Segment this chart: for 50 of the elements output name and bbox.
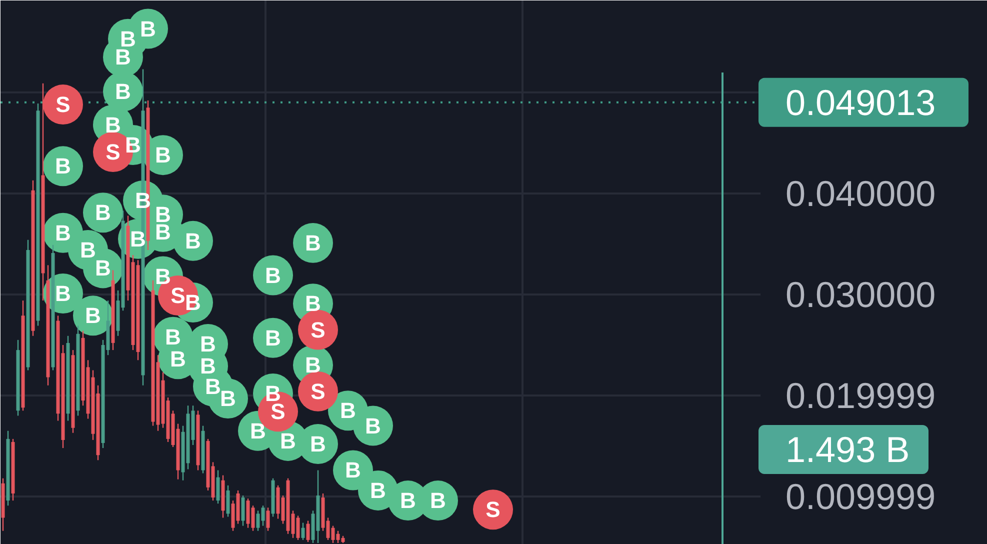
text: B [95, 200, 111, 226]
y-tick-label: 0.030000 [786, 274, 936, 315]
text: B [85, 303, 101, 328]
candlestick [306, 520, 310, 543]
text: B [265, 325, 281, 350]
series-label: B [155, 264, 171, 289]
text: B [140, 16, 156, 42]
text: B [170, 346, 186, 372]
series-label: S [310, 378, 326, 404]
candlestick [241, 494, 245, 526]
text: B [115, 78, 131, 104]
text: B [265, 262, 281, 288]
text: B [250, 418, 266, 444]
text: B [185, 228, 201, 254]
candlestick [226, 484, 230, 518]
text: B [365, 413, 381, 438]
text: S [486, 497, 500, 522]
text: B [430, 488, 446, 514]
text: B [220, 386, 236, 412]
text: B [305, 230, 321, 256]
y-tick-label: 0.009999 [786, 476, 936, 518]
text: B [95, 256, 111, 281]
text: B [305, 291, 321, 316]
text: B [280, 428, 296, 454]
series-label: B [55, 280, 71, 306]
y-tick-label: 0.040000 [786, 172, 936, 214]
text: S [310, 317, 326, 342]
series-label: B [55, 220, 71, 246]
text: S [106, 140, 120, 165]
text: B [155, 142, 171, 168]
candlestick [216, 470, 220, 504]
candlestick [301, 522, 305, 541]
text: 1.493 B [786, 429, 910, 470]
candlestick [266, 507, 270, 532]
series-label: S [170, 282, 186, 308]
text: B [305, 352, 321, 378]
text: B [80, 238, 96, 263]
text: B [105, 112, 121, 138]
text: S [56, 92, 70, 118]
text: B [310, 431, 326, 456]
text: B [165, 324, 181, 350]
text: B [400, 488, 416, 514]
y-tick-label: 0.019999 [786, 375, 936, 416]
text: B [130, 226, 146, 252]
text: B [55, 154, 71, 179]
text: B [345, 458, 361, 483]
text: B [200, 331, 216, 356]
text: B [370, 478, 386, 503]
ref-line-label: 0.049013 [786, 82, 936, 123]
text: B [340, 398, 356, 424]
